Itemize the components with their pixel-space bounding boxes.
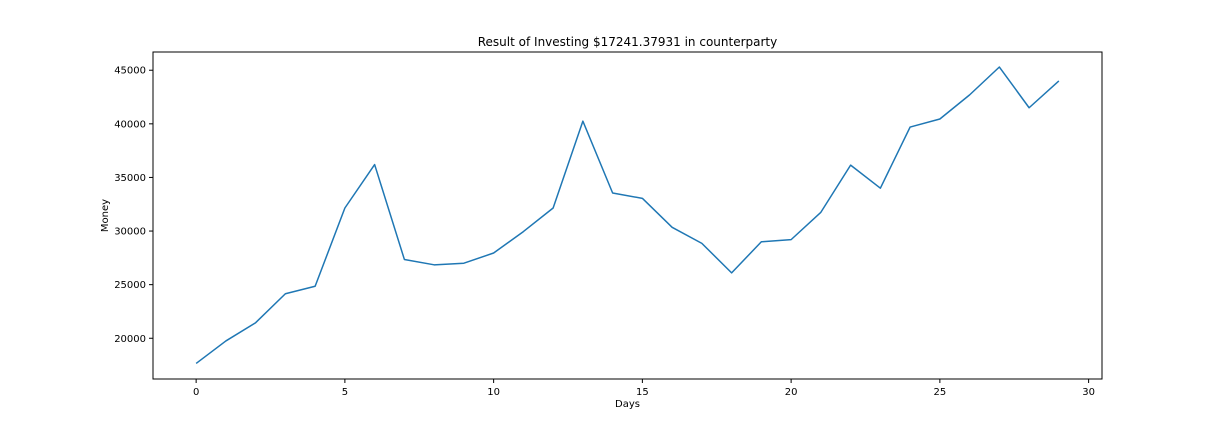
data-point (967, 92, 972, 97)
series-line (195, 66, 1060, 365)
data-point (313, 284, 318, 289)
x-tick-label: 5 (342, 387, 348, 398)
data-point (580, 119, 585, 124)
y-tick-label: 30000 (114, 227, 146, 238)
data-point (878, 186, 883, 191)
x-tick-label: 15 (636, 387, 649, 398)
chart-title: Result of Investing $17241.37931 in coun… (478, 35, 777, 49)
data-point (937, 117, 942, 122)
data-point (432, 262, 437, 267)
data-point (402, 257, 407, 262)
plot-series (194, 65, 1061, 366)
data-point (253, 320, 258, 325)
data-point (223, 338, 228, 343)
data-point (789, 237, 794, 242)
y-tick-label: 25000 (114, 280, 146, 291)
data-point (372, 162, 377, 167)
data-point (699, 241, 704, 246)
data-point (461, 261, 466, 266)
data-point (729, 270, 734, 275)
x-axis-label: Days (615, 399, 640, 410)
y-axis-ticks: 20000 25000 30000 35000 40000 45000 (114, 66, 153, 345)
data-point (521, 229, 526, 234)
x-axis-ticks: 0 5 10 15 20 25 30 (193, 379, 1095, 398)
data-point (610, 190, 615, 195)
y-tick-label: 20000 (114, 334, 146, 345)
x-tick-label: 25 (933, 387, 946, 398)
y-tick-label: 40000 (114, 119, 146, 130)
data-point (908, 125, 913, 130)
data-point (1056, 78, 1061, 83)
data-point (997, 65, 1002, 70)
y-tick-label: 45000 (114, 66, 146, 77)
data-point (670, 225, 675, 230)
x-tick-label: 30 (1082, 387, 1095, 398)
data-point (818, 210, 823, 215)
x-tick-label: 10 (487, 387, 500, 398)
x-tick-label: 20 (785, 387, 798, 398)
data-point (1027, 105, 1032, 110)
data-point (342, 206, 347, 211)
data-point (491, 251, 496, 256)
data-point (551, 206, 556, 211)
data-point (759, 239, 764, 244)
data-point (283, 291, 288, 296)
plot-frame (152, 51, 1103, 380)
data-point (640, 196, 645, 201)
y-tick-label: 35000 (114, 173, 146, 184)
data-point (848, 163, 853, 168)
data-point (194, 361, 199, 366)
y-axis-label: Money (100, 199, 111, 232)
x-tick-label: 0 (193, 387, 199, 398)
